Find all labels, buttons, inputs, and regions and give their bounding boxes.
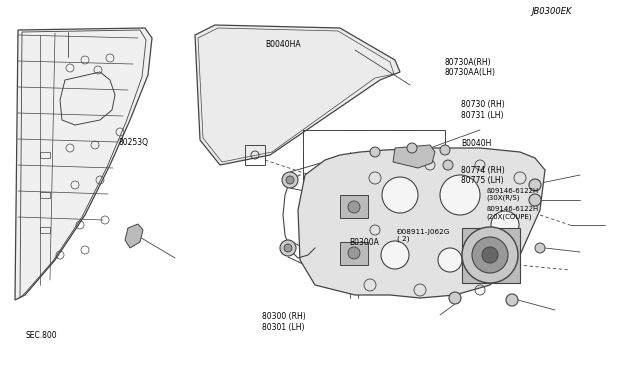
- Circle shape: [529, 194, 541, 206]
- Circle shape: [462, 227, 518, 283]
- Circle shape: [284, 244, 292, 252]
- Text: JB0300EK: JB0300EK: [531, 7, 572, 16]
- Circle shape: [280, 240, 296, 256]
- Text: SEC.800: SEC.800: [26, 331, 57, 340]
- Circle shape: [370, 147, 380, 157]
- Text: ß09146-6122H
(30X(R/S): ß09146-6122H (30X(R/S): [486, 188, 539, 201]
- Circle shape: [472, 237, 508, 273]
- Circle shape: [535, 243, 545, 253]
- Circle shape: [286, 176, 294, 184]
- Circle shape: [440, 175, 480, 215]
- Circle shape: [443, 160, 453, 170]
- Circle shape: [348, 201, 360, 213]
- Polygon shape: [15, 28, 152, 300]
- Circle shape: [482, 247, 498, 263]
- Bar: [40, 227, 50, 233]
- Circle shape: [381, 241, 409, 269]
- Text: ß09146-6122H
(20X(COUPE): ß09146-6122H (20X(COUPE): [486, 206, 539, 220]
- Circle shape: [491, 211, 519, 239]
- Polygon shape: [340, 195, 368, 218]
- Text: 80730A(RH)
80730AA(LH): 80730A(RH) 80730AA(LH): [445, 58, 496, 77]
- Bar: [40, 192, 50, 198]
- Text: B0300A: B0300A: [349, 238, 379, 247]
- Circle shape: [529, 179, 541, 191]
- Polygon shape: [298, 148, 545, 298]
- Text: B0040HA: B0040HA: [266, 40, 301, 49]
- Text: Ð08911-J062G
( 2): Ð08911-J062G ( 2): [397, 229, 450, 242]
- Circle shape: [440, 145, 450, 155]
- Circle shape: [407, 143, 417, 153]
- Circle shape: [506, 294, 518, 306]
- Text: 80300 (RH)
80301 (LH): 80300 (RH) 80301 (LH): [262, 312, 306, 332]
- Polygon shape: [462, 228, 520, 283]
- Text: 80730 (RH)
80731 (LH): 80730 (RH) 80731 (LH): [461, 100, 504, 120]
- Polygon shape: [393, 145, 435, 168]
- Circle shape: [449, 292, 461, 304]
- Text: 80253Q: 80253Q: [118, 138, 148, 147]
- Text: B0040H: B0040H: [461, 140, 491, 148]
- Polygon shape: [195, 25, 400, 165]
- Circle shape: [382, 177, 418, 213]
- Circle shape: [282, 172, 298, 188]
- Circle shape: [348, 247, 360, 259]
- Text: 80774 (RH)
80775 (LH): 80774 (RH) 80775 (LH): [461, 166, 504, 185]
- Bar: [40, 152, 50, 158]
- Polygon shape: [340, 242, 368, 265]
- Polygon shape: [125, 224, 143, 248]
- Circle shape: [438, 248, 462, 272]
